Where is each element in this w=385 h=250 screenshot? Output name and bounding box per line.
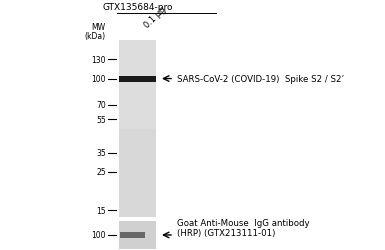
Text: 130: 130	[91, 56, 106, 64]
Bar	[121, 232, 144, 238]
Bar	[119, 76, 156, 82]
Bar	[119, 218, 156, 221]
Text: 100: 100	[91, 75, 106, 84]
Text: (kDa): (kDa)	[85, 32, 106, 40]
Text: 15: 15	[96, 206, 106, 215]
Text: 35: 35	[96, 149, 106, 158]
Bar	[119, 221, 156, 248]
Text: 25: 25	[96, 168, 106, 177]
Text: Goat Anti-Mouse  IgG antibody
(HRP) (GTX213111-01): Goat Anti-Mouse IgG antibody (HRP) (GTX2…	[177, 218, 310, 237]
Text: SARS-CoV-2 (COVID-19)  Spike S2 / S2’: SARS-CoV-2 (COVID-19) Spike S2 / S2’	[177, 75, 344, 84]
Text: GTX135684-pro: GTX135684-pro	[102, 4, 173, 13]
Text: 70: 70	[96, 101, 106, 110]
Text: 100: 100	[91, 230, 106, 239]
Bar	[119, 41, 156, 129]
Text: 0.1 μg: 0.1 μg	[143, 5, 168, 30]
Text: 55: 55	[96, 115, 106, 124]
Bar	[119, 41, 156, 218]
Text: MW: MW	[92, 22, 106, 32]
